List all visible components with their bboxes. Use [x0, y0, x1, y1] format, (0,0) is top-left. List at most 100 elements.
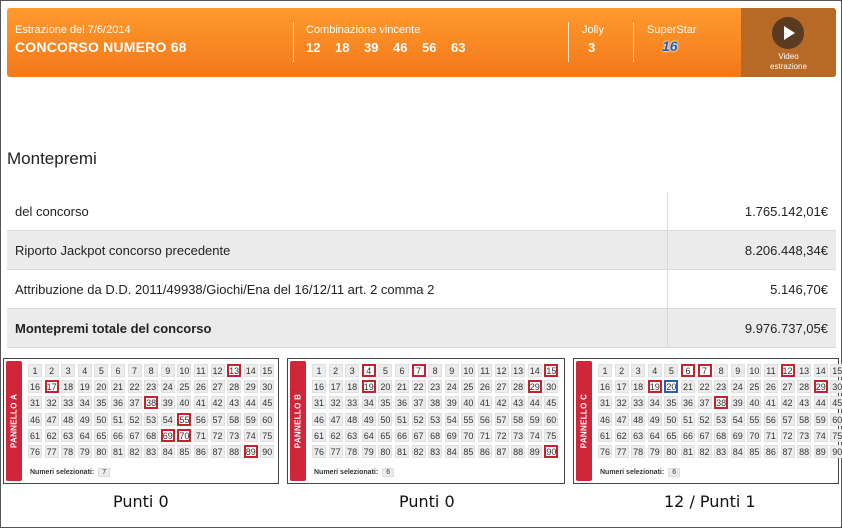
number-cell-44[interactable]: 44 — [527, 396, 542, 410]
number-cell-36[interactable]: 36 — [110, 396, 125, 410]
number-cell-4[interactable]: 4 — [647, 364, 662, 377]
number-cell-84[interactable]: 84 — [160, 444, 175, 458]
number-cell-65[interactable]: 65 — [664, 428, 679, 442]
number-cell-60[interactable]: 60 — [830, 412, 842, 426]
number-cell-10[interactable]: 10 — [461, 364, 476, 377]
number-cell-37[interactable]: 37 — [411, 396, 426, 410]
number-cell-48[interactable]: 48 — [345, 412, 360, 426]
number-cell-11[interactable]: 11 — [763, 364, 778, 377]
number-cell-26[interactable]: 26 — [477, 380, 492, 394]
number-cell-53[interactable]: 53 — [428, 412, 443, 426]
number-cell-50[interactable]: 50 — [94, 412, 109, 426]
number-cell-1[interactable]: 1 — [312, 364, 326, 377]
number-cell-81[interactable]: 81 — [394, 444, 409, 458]
number-cell-69[interactable]: 69 — [730, 428, 745, 442]
number-cell-24[interactable]: 24 — [444, 380, 459, 394]
number-cell-61[interactable]: 61 — [598, 428, 612, 442]
number-cell-50[interactable]: 50 — [664, 412, 679, 426]
video-estrazione-button[interactable]: Video estrazione — [741, 8, 836, 77]
number-cell-42[interactable]: 42 — [780, 396, 795, 410]
number-cell-80[interactable]: 80 — [94, 444, 109, 458]
number-cell-90[interactable]: 90 — [544, 444, 559, 458]
number-cell-70[interactable]: 70 — [747, 428, 762, 442]
number-cell-71[interactable]: 71 — [193, 428, 208, 442]
number-cell-50[interactable]: 50 — [378, 412, 393, 426]
number-cell-75[interactable]: 75 — [830, 428, 842, 442]
number-cell-67[interactable]: 67 — [697, 428, 712, 442]
number-cell-14[interactable]: 14 — [813, 364, 828, 377]
number-cell-82[interactable]: 82 — [697, 444, 712, 458]
number-cell-20[interactable]: 20 — [378, 380, 393, 394]
number-cell-77[interactable]: 77 — [44, 444, 59, 458]
number-cell-8[interactable]: 8 — [144, 364, 159, 377]
number-cell-21[interactable]: 21 — [394, 380, 409, 394]
number-cell-73[interactable]: 73 — [227, 428, 242, 442]
number-cell-87[interactable]: 87 — [210, 444, 225, 458]
number-cell-13[interactable]: 13 — [797, 364, 812, 377]
number-cell-72[interactable]: 72 — [780, 428, 795, 442]
number-cell-15[interactable]: 15 — [260, 364, 275, 377]
number-cell-10[interactable]: 10 — [177, 364, 192, 377]
number-cell-16[interactable]: 16 — [28, 380, 42, 394]
number-cell-89[interactable]: 89 — [813, 444, 828, 458]
number-cell-37[interactable]: 37 — [127, 396, 142, 410]
number-cell-17[interactable]: 17 — [44, 380, 59, 394]
number-cell-67[interactable]: 67 — [411, 428, 426, 442]
number-cell-22[interactable]: 22 — [127, 380, 142, 394]
number-cell-31[interactable]: 31 — [598, 396, 612, 410]
number-cell-70[interactable]: 70 — [177, 428, 192, 442]
number-cell-3[interactable]: 3 — [61, 364, 76, 377]
number-cell-40[interactable]: 40 — [747, 396, 762, 410]
number-cell-37[interactable]: 37 — [697, 396, 712, 410]
number-cell-78[interactable]: 78 — [61, 444, 76, 458]
number-cell-41[interactable]: 41 — [477, 396, 492, 410]
number-cell-6[interactable]: 6 — [110, 364, 125, 377]
number-cell-24[interactable]: 24 — [160, 380, 175, 394]
number-cell-49[interactable]: 49 — [77, 412, 92, 426]
number-cell-5[interactable]: 5 — [664, 364, 679, 377]
number-cell-19[interactable]: 19 — [361, 380, 376, 394]
number-cell-45[interactable]: 45 — [830, 396, 842, 410]
number-cell-61[interactable]: 61 — [312, 428, 326, 442]
number-cell-9[interactable]: 9 — [444, 364, 459, 377]
number-cell-68[interactable]: 68 — [428, 428, 443, 442]
number-cell-2[interactable]: 2 — [614, 364, 629, 377]
number-cell-45[interactable]: 45 — [544, 396, 559, 410]
number-cell-1[interactable]: 1 — [598, 364, 612, 377]
number-cell-18[interactable]: 18 — [631, 380, 646, 394]
number-cell-30[interactable]: 30 — [260, 380, 275, 394]
number-cell-5[interactable]: 5 — [378, 364, 393, 377]
number-cell-9[interactable]: 9 — [730, 364, 745, 377]
number-cell-39[interactable]: 39 — [444, 396, 459, 410]
number-cell-46[interactable]: 46 — [28, 412, 42, 426]
number-cell-79[interactable]: 79 — [77, 444, 92, 458]
number-cell-76[interactable]: 76 — [28, 444, 42, 458]
number-cell-23[interactable]: 23 — [428, 380, 443, 394]
number-cell-47[interactable]: 47 — [328, 412, 343, 426]
number-cell-55[interactable]: 55 — [747, 412, 762, 426]
number-cell-74[interactable]: 74 — [813, 428, 828, 442]
number-cell-29[interactable]: 29 — [243, 380, 258, 394]
number-cell-70[interactable]: 70 — [461, 428, 476, 442]
number-cell-1[interactable]: 1 — [28, 364, 42, 377]
number-cell-74[interactable]: 74 — [243, 428, 258, 442]
number-cell-6[interactable]: 6 — [680, 364, 695, 377]
number-cell-69[interactable]: 69 — [444, 428, 459, 442]
number-cell-38[interactable]: 38 — [144, 396, 159, 410]
number-cell-2[interactable]: 2 — [44, 364, 59, 377]
number-cell-83[interactable]: 83 — [428, 444, 443, 458]
number-cell-18[interactable]: 18 — [345, 380, 360, 394]
number-cell-33[interactable]: 33 — [631, 396, 646, 410]
number-cell-74[interactable]: 74 — [527, 428, 542, 442]
number-cell-41[interactable]: 41 — [763, 396, 778, 410]
number-cell-58[interactable]: 58 — [797, 412, 812, 426]
number-cell-64[interactable]: 64 — [361, 428, 376, 442]
number-cell-15[interactable]: 15 — [830, 364, 842, 377]
number-cell-59[interactable]: 59 — [813, 412, 828, 426]
number-cell-49[interactable]: 49 — [647, 412, 662, 426]
number-cell-26[interactable]: 26 — [193, 380, 208, 394]
number-cell-21[interactable]: 21 — [110, 380, 125, 394]
number-cell-66[interactable]: 66 — [680, 428, 695, 442]
number-cell-36[interactable]: 36 — [680, 396, 695, 410]
play-icon[interactable] — [772, 17, 804, 49]
